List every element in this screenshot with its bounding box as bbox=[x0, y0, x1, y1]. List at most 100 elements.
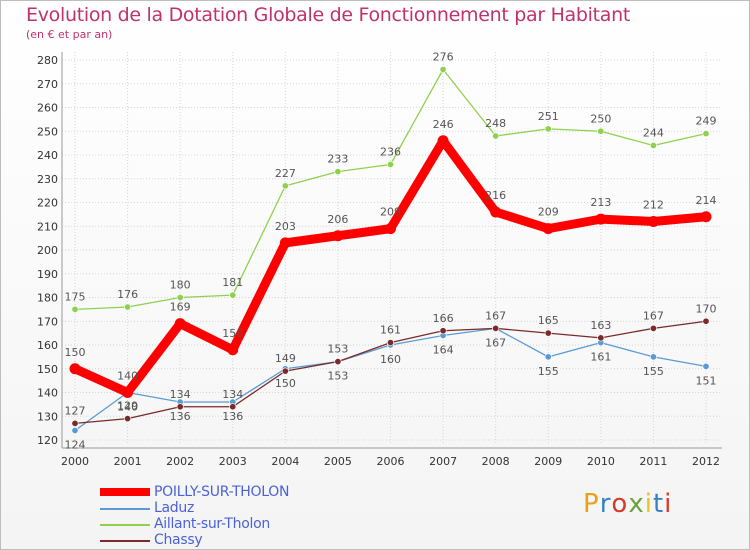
data-label: 150 bbox=[65, 346, 86, 359]
y-tick-label: 260 bbox=[37, 102, 58, 115]
data-label: 164 bbox=[433, 344, 454, 357]
data-point bbox=[385, 223, 396, 235]
x-tick-label: 2000 bbox=[61, 455, 89, 468]
legend-swatch-poilly bbox=[100, 488, 150, 496]
data-label: 167 bbox=[485, 336, 506, 349]
data-point bbox=[124, 415, 132, 423]
data-label: 209 bbox=[538, 206, 559, 219]
data-point bbox=[597, 334, 605, 342]
data-point bbox=[597, 127, 605, 135]
logo-letter: t bbox=[652, 489, 665, 519]
data-point bbox=[281, 182, 289, 190]
x-tick-label: 2010 bbox=[587, 455, 615, 468]
data-point bbox=[71, 419, 79, 427]
data-label: 236 bbox=[380, 146, 401, 159]
data-point bbox=[229, 403, 237, 411]
legend-swatch-aillant bbox=[100, 524, 150, 526]
data-label: 251 bbox=[538, 110, 559, 123]
data-point bbox=[702, 317, 710, 325]
data-point bbox=[279, 237, 291, 249]
data-label: 276 bbox=[433, 51, 454, 64]
x-tick-label: 2009 bbox=[534, 455, 562, 468]
data-label: 136 bbox=[222, 410, 243, 423]
data-label: 244 bbox=[643, 127, 664, 140]
y-tick-label: 180 bbox=[37, 292, 58, 305]
data-label: 160 bbox=[380, 353, 401, 366]
logo-letter: o bbox=[611, 489, 629, 519]
chart-subtitle: (en € et par an) bbox=[26, 28, 113, 41]
data-label: 158 bbox=[222, 327, 243, 340]
data-point bbox=[649, 353, 657, 361]
data-point bbox=[439, 66, 447, 74]
series-points bbox=[69, 66, 712, 434]
data-point bbox=[649, 142, 657, 150]
y-tick-label: 230 bbox=[37, 173, 58, 186]
data-label: 155 bbox=[538, 365, 559, 378]
data-label: 124 bbox=[65, 439, 86, 452]
data-label: 170 bbox=[696, 302, 717, 315]
data-point bbox=[71, 305, 79, 313]
y-tick-label: 210 bbox=[37, 220, 58, 233]
data-label: 166 bbox=[433, 312, 454, 325]
x-tick-label: 2005 bbox=[324, 455, 352, 468]
logo-letter: r bbox=[599, 489, 612, 519]
y-tick-label: 160 bbox=[37, 339, 58, 352]
data-point bbox=[542, 223, 554, 235]
data-point bbox=[647, 216, 659, 227]
data-label: 176 bbox=[117, 288, 138, 301]
y-tick-label: 120 bbox=[37, 434, 58, 447]
y-tick-label: 200 bbox=[37, 244, 58, 257]
y-tick-label: 270 bbox=[37, 78, 58, 91]
data-label: 155 bbox=[643, 365, 664, 378]
data-label: 233 bbox=[327, 153, 348, 166]
data-label: 175 bbox=[65, 290, 86, 303]
data-label: 216 bbox=[485, 189, 506, 202]
data-label: 167 bbox=[643, 309, 664, 322]
data-label: 165 bbox=[538, 314, 559, 327]
y-tick-label: 130 bbox=[37, 410, 58, 423]
data-point bbox=[227, 344, 239, 356]
y-tick-label: 280 bbox=[37, 54, 58, 67]
logo-letter: x bbox=[628, 489, 645, 519]
data-label: 140 bbox=[117, 401, 138, 414]
data-label: 248 bbox=[485, 117, 506, 130]
data-point bbox=[332, 230, 344, 242]
x-tick-label: 2011 bbox=[639, 455, 667, 468]
data-point bbox=[439, 327, 447, 335]
data-label: 206 bbox=[327, 213, 348, 226]
data-label: 129 bbox=[117, 400, 138, 413]
data-point bbox=[281, 367, 289, 375]
data-point bbox=[69, 363, 81, 375]
data-label: 150 bbox=[275, 377, 296, 390]
data-label: 136 bbox=[170, 410, 191, 423]
legend-label-poilly: POILLY-SUR-THOLON bbox=[154, 484, 290, 500]
y-tick-label: 170 bbox=[37, 315, 58, 328]
x-tick-label: 2004 bbox=[271, 455, 299, 468]
data-point bbox=[702, 362, 710, 370]
y-tick-label: 190 bbox=[37, 268, 58, 281]
x-tick-label: 2003 bbox=[219, 455, 247, 468]
data-point bbox=[702, 130, 710, 138]
data-point bbox=[595, 213, 607, 225]
data-point bbox=[544, 353, 552, 361]
legend-swatch-chassy bbox=[100, 540, 150, 542]
data-point bbox=[544, 125, 552, 133]
data-point bbox=[334, 358, 342, 366]
data-point bbox=[492, 324, 500, 332]
data-label: 180 bbox=[170, 279, 191, 292]
logo-letter: i bbox=[664, 489, 673, 519]
x-tick-label: 2012 bbox=[692, 455, 720, 468]
data-point bbox=[122, 387, 134, 398]
data-label: 203 bbox=[275, 220, 296, 233]
data-point bbox=[174, 318, 186, 330]
legend-label-laduz: Laduz bbox=[154, 500, 194, 516]
data-point bbox=[649, 324, 657, 332]
data-point bbox=[437, 135, 449, 147]
data-label: 246 bbox=[433, 118, 454, 131]
data-label: 161 bbox=[590, 351, 611, 364]
data-label: 181 bbox=[222, 276, 243, 289]
data-label: 149 bbox=[275, 352, 296, 365]
data-labels: 175 176 180 181 227 233 236 276 248 251 250 244 249 1… bbox=[65, 51, 717, 452]
data-point bbox=[700, 211, 712, 223]
